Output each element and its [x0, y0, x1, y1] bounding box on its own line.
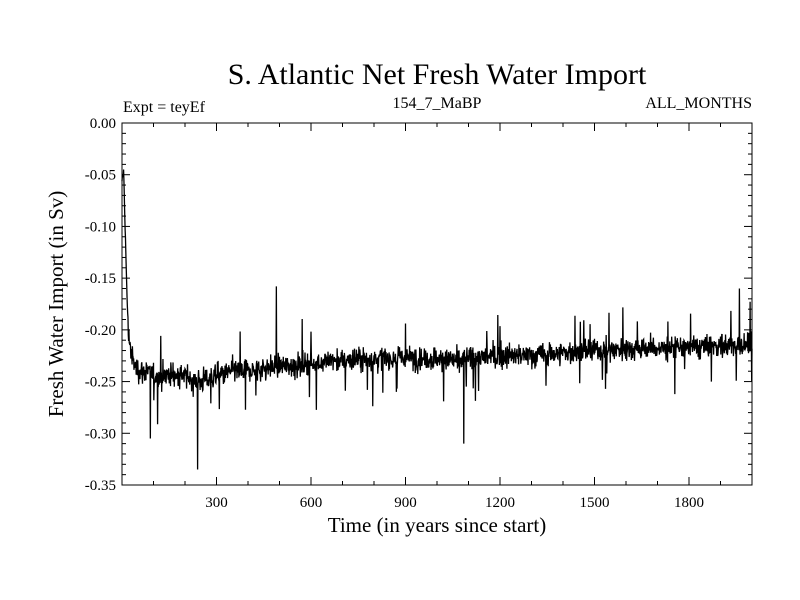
y-tick-label: -0.05 — [85, 168, 116, 184]
subtitle-expt: Expt = teyEf — [123, 99, 206, 116]
x-tick-label: 300 — [205, 495, 228, 511]
series-line — [121, 169, 753, 470]
x-axis-label: Time (in years since start) — [328, 513, 547, 537]
subtitle-months: ALL_MONTHS — [645, 95, 752, 112]
data-layer — [121, 169, 753, 470]
y-tick-label: -0.35 — [85, 478, 116, 494]
y-tick-label: -0.25 — [85, 375, 116, 391]
tick-layer: 300 600 900 1200 1500 1800 0.00 -0.05 -0.10 -0.15… — [85, 116, 752, 511]
y-tick-label: -0.30 — [85, 426, 116, 442]
plot-frame — [121, 122, 753, 486]
x-tick-label: 1200 — [485, 495, 515, 511]
subtitle-run: 154_7_MaBP — [393, 95, 482, 112]
x-tick-label: 600 — [300, 495, 323, 511]
y-tick-label: 0.00 — [90, 116, 116, 132]
y-tick-label: -0.20 — [85, 323, 116, 339]
y-axis-label: Fresh Water Import (in Sv) — [44, 191, 68, 418]
y-tick-label: -0.15 — [85, 271, 116, 287]
x-tick-label: 1500 — [580, 495, 610, 511]
y-tick-label: -0.10 — [85, 219, 116, 235]
chart-title: S. Atlantic Net Fresh Water Import — [228, 58, 647, 91]
x-tick-label: 900 — [394, 495, 417, 511]
x-tick-label: 1800 — [674, 495, 704, 511]
